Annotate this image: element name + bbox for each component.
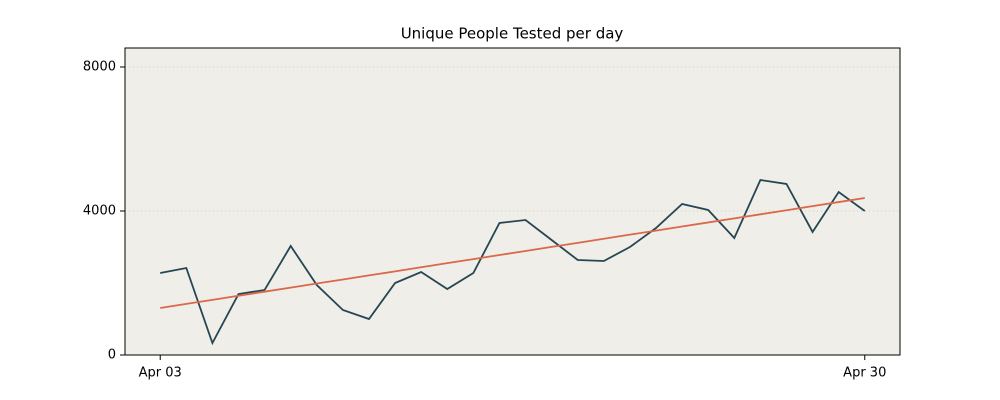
plot-area — [125, 48, 900, 355]
chart-title: Unique People Tested per day — [401, 25, 624, 43]
series-line — [160, 179, 866, 346]
x-tick-label: Apr 03 — [139, 366, 182, 381]
series-line — [160, 197, 865, 309]
y-tick-label: 8000 — [83, 60, 116, 75]
plot-frame — [124, 47, 901, 356]
x-tick-label: Apr 30 — [843, 366, 886, 381]
y-tick-label: 4000 — [83, 204, 116, 219]
y-tick-label: 0 — [108, 348, 116, 363]
